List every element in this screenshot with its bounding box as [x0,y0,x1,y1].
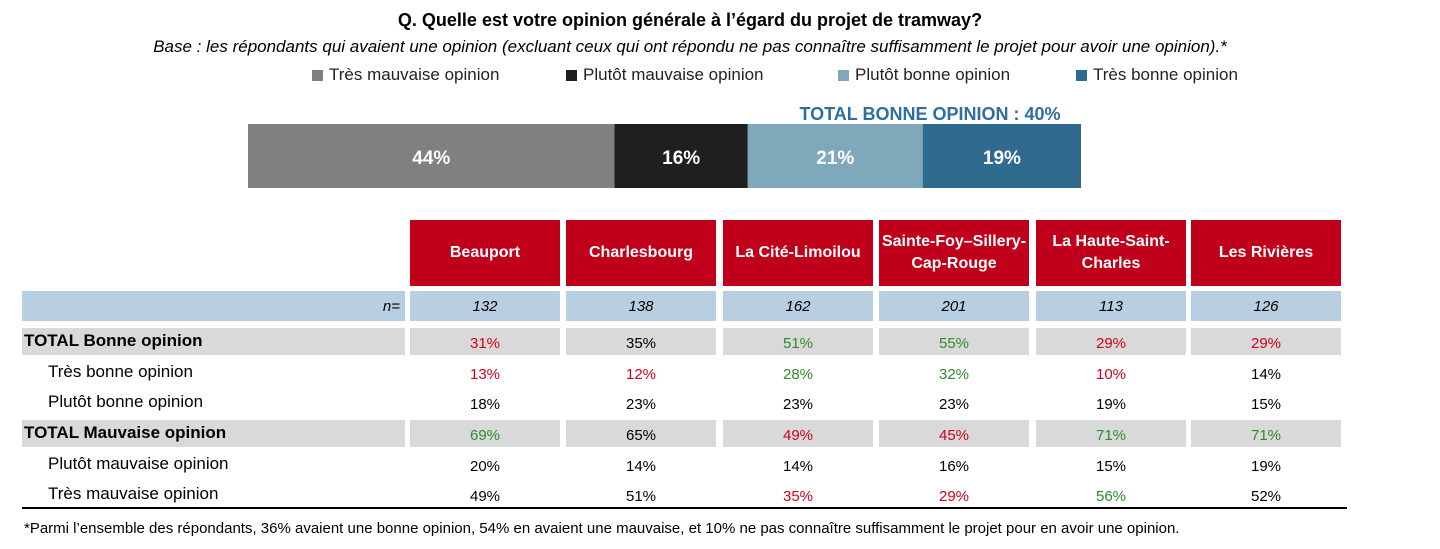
table-cell: 32% [938,365,970,383]
table-cell: 23% [782,395,814,413]
table-cell: 19% [1250,457,1282,475]
total-row-cell-bg [723,420,873,447]
bar-data-label: 44% [412,148,450,169]
legend-swatch [566,69,577,81]
chart-title: Q. Quelle est votre opinion générale à l… [397,10,983,30]
table-cell: 29% [1095,334,1127,352]
legend: Très mauvaise opinion Plutôt mauvaise op… [312,65,1312,87]
table-cell: 28% [782,365,814,383]
row-label: Très mauvaise opinion [48,484,219,503]
legend-label: Très bonne opinion [1093,65,1238,84]
total-row-cell-bg [1191,328,1341,355]
table-cell: 45% [938,426,970,444]
n-row-label: n= [382,297,400,315]
total-row-cell-bg [566,328,716,355]
bar-data-label: 21% [816,148,854,169]
stacked-bar-chart: 44% 16% 21% 19% [248,124,1081,188]
chart-subtitle: Base : les répondants qui avaient une op… [153,37,1227,56]
table-cell: 14% [1250,365,1282,383]
table-cell: 14% [782,457,814,475]
legend-item-plutot-mauvaise: Plutôt mauvaise opinion [566,65,764,85]
bar-segment [614,124,748,188]
row-label: Plutôt mauvaise opinion [48,454,229,473]
total-row-cell-bg [1036,420,1186,447]
column-header: La Haute-Saint-Charles [1036,220,1186,286]
table-cell: 20% [469,457,501,475]
table-cell: 69% [469,426,501,444]
legend-label: Très mauvaise opinion [329,65,500,84]
table-cell: 49% [469,487,501,505]
legend-item-plutot-bonne: Plutôt bonne opinion [838,65,1010,85]
n-cell: 201 [879,291,1029,321]
column-header: Beauport [410,220,560,286]
column-header: Charlesbourg [566,220,716,286]
total-row-cell-bg [566,420,716,447]
table-cell: 15% [1095,457,1127,475]
total-row-band [22,328,405,355]
bar-segment [922,124,1081,188]
table-cell: 15% [1250,395,1282,413]
table-cell: 31% [469,334,501,352]
column-header: Sainte-Foy–Sillery-Cap-Rouge [879,220,1029,286]
column-header: La Cité-Limoilou [723,220,873,286]
legend-label: Plutôt bonne opinion [855,65,1011,84]
table-cell: 56% [1095,487,1127,505]
table-bottom-rule [22,507,1347,509]
total-row-cell-bg [879,420,1029,447]
table-cell: 19% [1095,395,1127,413]
footnote: *Parmi l’ensemble des répondants, 36% av… [24,520,1180,537]
total-row-cell-bg [1191,420,1341,447]
table-cell: 23% [938,395,970,413]
table-cell: 51% [625,487,657,505]
table-cell: 51% [782,334,814,352]
table-cell: 49% [782,426,814,444]
table-cell: 35% [625,334,657,352]
total-row-cell-bg [723,328,873,355]
table-cell: 29% [1250,334,1282,352]
total-row-cell-bg [879,328,1029,355]
row-label: Très bonne opinion [48,362,193,381]
n-cell: 126 [1191,291,1341,321]
legend-swatch [312,69,323,81]
bar-data-label: 16% [662,148,700,169]
table-cell: 16% [938,457,970,475]
bar-data-label: 19% [983,148,1021,169]
n-row-label-band [22,291,405,321]
row-label: Plutôt bonne opinion [48,392,204,411]
total-row-cell-bg [1036,328,1186,355]
table-cell: 12% [625,365,657,383]
n-cell: 138 [566,291,716,321]
table-cell: 18% [469,395,501,413]
legend-item-tres-bonne: Très bonne opinion [1076,65,1238,85]
table-cell: 14% [625,457,657,475]
n-cell: 113 [1036,291,1186,321]
column-header: Les Rivières [1191,220,1341,286]
table-cell: 13% [469,365,501,383]
row-label: TOTAL Mauvaise opinion [24,423,227,442]
table-cell: 52% [1250,487,1282,505]
bar-segment [248,124,615,188]
legend-swatch [838,69,849,81]
table-cell: 71% [1250,426,1282,444]
n-cell: 132 [410,291,560,321]
row-label: TOTAL Bonne opinion [24,331,203,350]
table-cell: 65% [625,426,657,444]
total-row-band [22,420,405,447]
legend-label: Plutôt mauvaise opinion [583,65,764,84]
legend-swatch [1076,69,1087,81]
n-cell: 162 [723,291,873,321]
table-cell: 71% [1095,426,1127,444]
table-cell: 10% [1095,365,1127,383]
total-bonne-opinion-annotation: TOTAL BONNE OPINION : 40% [799,104,1061,124]
legend-item-tres-mauvaise: Très mauvaise opinion [312,65,499,85]
table-cell: 23% [625,395,657,413]
table-cell: 29% [938,487,970,505]
total-row-cell-bg [410,328,560,355]
total-row-cell-bg [410,420,560,447]
table-cell: 55% [938,334,970,352]
bar-segment [747,124,923,188]
table-cell: 35% [782,487,814,505]
